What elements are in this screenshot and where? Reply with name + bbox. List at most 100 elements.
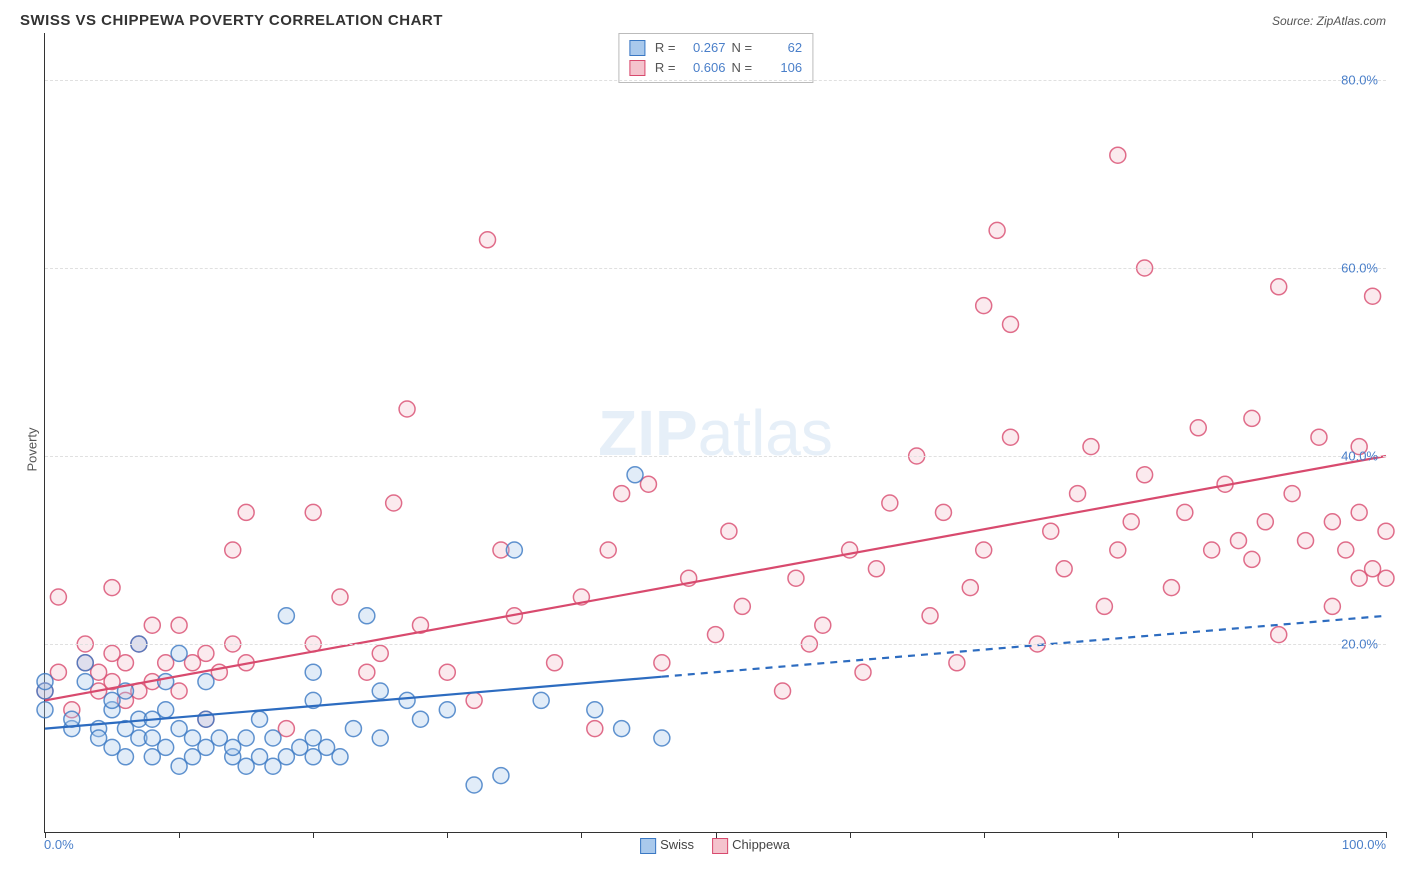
scatter-point [1096,598,1112,614]
scatter-point [935,504,951,520]
scatter-point [922,608,938,624]
legend-item: Swiss [640,837,694,854]
scatter-point [238,504,254,520]
scatter-point [238,758,254,774]
scatter-point [533,692,549,708]
scatter-point [1056,561,1072,577]
scatter-point [1324,598,1340,614]
scatter-point [359,664,375,680]
scatter-point [305,730,321,746]
y-tick-label: 40.0% [1341,449,1378,464]
scatter-point [144,617,160,633]
scatter-point [1271,627,1287,643]
scatter-point [654,730,670,746]
scatter-point [185,655,201,671]
scatter-point [1110,542,1126,558]
scatter-point [882,495,898,511]
scatter-point [198,711,214,727]
legend-label: R = [655,58,676,78]
scatter-point [158,739,174,755]
gridline [45,456,1386,457]
legend-row: R =0.267N =62 [629,38,802,58]
scatter-point [1351,504,1367,520]
scatter-point [1257,514,1273,530]
scatter-point [305,664,321,680]
scatter-point [614,486,630,502]
scatter-point [171,758,187,774]
scatter-point [91,721,107,737]
scatter-point [1110,147,1126,163]
legend-swatch-icon [640,838,656,854]
scatter-point [64,711,80,727]
legend-series-label: Swiss [660,837,694,852]
legend-label: N = [732,38,753,58]
scatter-point [681,570,697,586]
scatter-point [252,711,268,727]
scatter-point [50,589,66,605]
scatter-point [1003,316,1019,332]
scatter-point [77,674,93,690]
scatter-point [949,655,965,671]
scatter-point [976,542,992,558]
plot-area: ZIPatlas R =0.267N =62R =0.606N =106 20.… [44,33,1386,833]
scatter-point [1217,476,1233,492]
scatter-point [198,739,214,755]
scatter-point [252,749,268,765]
scatter-point [640,476,656,492]
scatter-point [1378,523,1394,539]
scatter-point [345,721,361,737]
legend-value: 106 [758,58,802,78]
scatter-point [480,232,496,248]
scatter-point [1244,410,1260,426]
scatter-point [439,702,455,718]
scatter-point [305,749,321,765]
scatter-point [989,222,1005,238]
legend-label: N = [732,58,753,78]
scatter-point [962,580,978,596]
scatter-point [1070,486,1086,502]
scatter-point [399,692,415,708]
scatter-point [104,674,120,690]
scatter-point [77,655,93,671]
scatter-point [64,721,80,737]
scatter-point [131,711,147,727]
scatter-point [278,721,294,737]
scatter-point [734,598,750,614]
scatter-point [506,608,522,624]
scatter-point [198,645,214,661]
scatter-point [265,758,281,774]
scatter-point [292,739,308,755]
scatter-point [788,570,804,586]
scatter-point [158,702,174,718]
scatter-point [372,683,388,699]
scatter-point [1083,439,1099,455]
legend-top: R =0.267N =62R =0.606N =106 [618,33,813,83]
y-tick-label: 60.0% [1341,261,1378,276]
scatter-point [117,749,133,765]
legend-bottom: Swiss Chippewa [640,837,790,854]
gridline [45,644,1386,645]
scatter-point [654,655,670,671]
scatter-point [721,523,737,539]
chart-wrap: Poverty ZIPatlas R =0.267N =62R =0.606N … [20,33,1386,865]
scatter-point [1163,580,1179,596]
gridline [45,268,1386,269]
scatter-point [1123,514,1139,530]
y-tick-label: 80.0% [1341,73,1378,88]
scatter-point [1311,429,1327,445]
trend-line [45,677,662,729]
scatter-point [372,730,388,746]
scatter-point [211,664,227,680]
scatter-point [171,683,187,699]
scatter-point [466,692,482,708]
scatter-point [117,692,133,708]
legend-value: 0.267 [682,38,726,58]
scatter-point [158,674,174,690]
scatter-point [466,777,482,793]
legend-item: Chippewa [712,837,790,854]
scatter-point [775,683,791,699]
source-label: Source: ZipAtlas.com [1272,14,1386,28]
scatter-point [144,674,160,690]
x-tick [1386,832,1387,838]
scatter-point [144,749,160,765]
